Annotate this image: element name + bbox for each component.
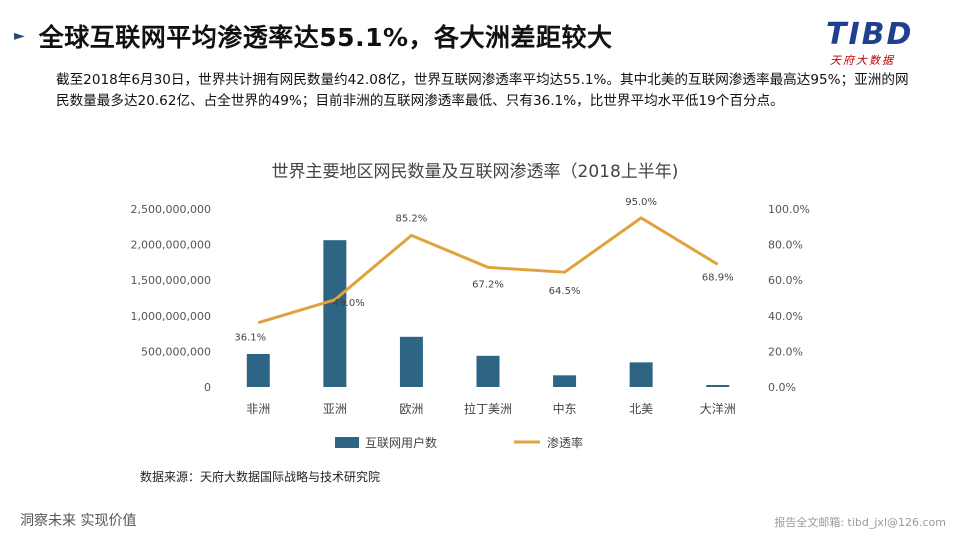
data-label: 67.2%	[472, 279, 504, 290]
internet-users-chart: 世界主要地区网民数量及互联网渗透率（2018上半年) 0 500,000,000 1…	[131, 162, 810, 450]
legend-swatch-bar	[335, 437, 359, 448]
category-label: 亚洲	[323, 402, 347, 416]
left-tick-label: 1,500,000,000	[131, 274, 211, 287]
bar	[323, 240, 347, 387]
bar	[553, 375, 577, 387]
left-axis: 0 500,000,000 1,000,000,000 1,500,000,000 2,…	[131, 203, 211, 394]
right-tick-label: 0.0%	[768, 381, 796, 394]
line-series: 36.1% 49.0% 85.2% 67.2% 64.5% 95.0% 68.9%	[234, 197, 733, 344]
category-label: 中东	[553, 401, 577, 416]
title-arrow-icon: ►	[14, 28, 25, 44]
bar	[706, 385, 730, 387]
bar	[246, 353, 270, 387]
left-tick-label: 2,500,000,000	[131, 203, 211, 216]
logo-subtext: 天府大数据	[830, 54, 895, 67]
left-tick-label: 0	[204, 381, 211, 394]
category-label: 欧洲	[399, 402, 423, 416]
tibd-logo: TIBD 天府大数据	[826, 17, 913, 67]
right-axis: 0.0% 20.0% 40.0% 60.0% 80.0% 100.0%	[768, 203, 810, 394]
bar	[476, 355, 500, 387]
logo-text: TIBD	[826, 17, 913, 52]
page-title: 全球互联网平均渗透率达55.1%，各大洲差距较大	[38, 23, 613, 52]
description-paragraph: 截至2018年6月30日，世界共计拥有网民数量约42.08亿，世界互联网渗透率平…	[56, 72, 909, 109]
data-label: 68.9%	[702, 272, 734, 283]
left-tick-label: 500,000,000	[141, 345, 211, 358]
right-tick-label: 60.0%	[768, 274, 803, 287]
data-source: 数据来源：天府大数据国际战略与技术研究院	[140, 470, 381, 484]
line-path	[257, 216, 719, 325]
bar	[629, 362, 653, 387]
right-tick-label: 20.0%	[768, 345, 803, 358]
data-label: 36.1%	[234, 333, 266, 344]
legend-label: 互联网用户数	[365, 435, 437, 450]
data-label: 95.0%	[625, 197, 657, 208]
left-tick-label: 1,000,000,000	[131, 310, 211, 323]
legend-label: 渗透率	[547, 435, 583, 450]
category-label: 大洋洲	[700, 401, 736, 416]
right-tick-label: 40.0%	[768, 310, 803, 323]
category-label: 拉丁美洲	[464, 401, 512, 416]
data-label: 64.5%	[549, 286, 581, 297]
chart-legend: 互联网用户数 渗透率	[335, 435, 583, 450]
left-tick-label: 2,000,000,000	[131, 239, 211, 252]
bar-series	[246, 240, 730, 387]
bar	[399, 336, 423, 387]
right-tick-label: 80.0%	[768, 239, 803, 252]
footer-contact: 报告全文邮箱: tibd_jxl@126.com	[774, 516, 946, 529]
data-label: 49.0%	[333, 298, 365, 309]
chart-title: 世界主要地区网民数量及互联网渗透率（2018上半年)	[272, 162, 679, 182]
footer-slogan: 洞察未来 实现价值	[20, 513, 137, 529]
category-label: 非洲	[246, 402, 270, 416]
right-tick-label: 100.0%	[768, 203, 810, 216]
category-labels: 非洲 亚洲 欧洲 拉丁美洲 中东 北美 大洋洲	[246, 401, 735, 416]
data-label: 85.2%	[396, 213, 428, 224]
title-row: ► 全球互联网平均渗透率达55.1%，各大洲差距较大	[14, 18, 613, 54]
category-label: 北美	[629, 402, 653, 416]
